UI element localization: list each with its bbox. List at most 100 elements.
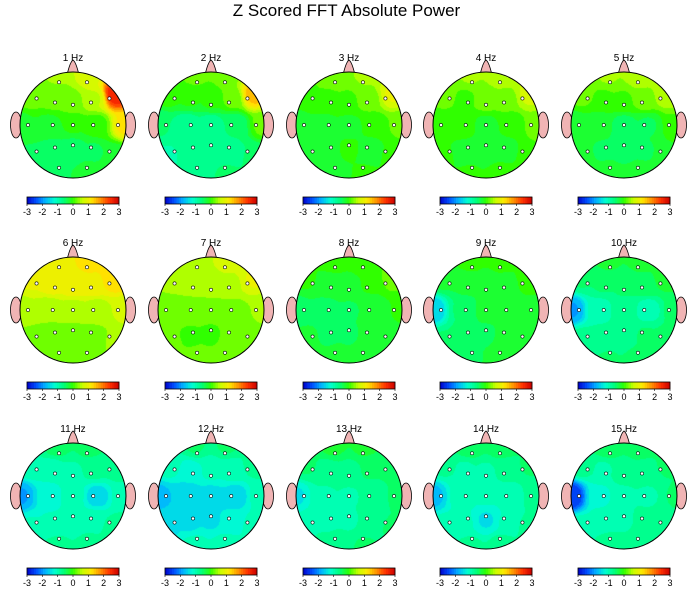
electrode-Fp1 [470, 265, 474, 270]
colorbar-segment [442, 382, 445, 389]
electrode-F4 [640, 285, 644, 290]
colorbar-segment [647, 568, 650, 575]
electrode-O1 [608, 536, 612, 541]
colorbar-segment [621, 197, 625, 204]
colorbar-tick-label: 2 [377, 392, 382, 402]
electrode-O1 [195, 536, 199, 541]
colorbar-tick-label: -2 [176, 392, 184, 402]
electrode-Cz [622, 123, 626, 127]
colorbar-segment [667, 568, 671, 575]
colorbar-segment [171, 382, 175, 389]
colorbar-tick-label: 1 [637, 207, 642, 217]
colorbar-segment [328, 197, 331, 204]
topo-map-12: 12 Hz -3 -2 -1 0 1 2 3 [148, 424, 274, 588]
colorbar-segment [635, 197, 639, 204]
colorbar-segment [208, 568, 212, 575]
electrode-C3 [188, 308, 193, 312]
colorbar-segment [231, 382, 235, 389]
colorbar-segment [594, 382, 597, 389]
electrode-Pz [484, 328, 488, 333]
colorbar-tick-label: 0 [208, 578, 213, 588]
colorbar-segment [190, 382, 193, 389]
colorbar-segment [254, 568, 258, 575]
colorbar-segment [167, 568, 170, 575]
colorbar-segment [36, 568, 39, 575]
colorbar-segment [479, 568, 482, 575]
colorbar-segment [479, 382, 482, 389]
colorbar-segment [490, 568, 494, 575]
colorbar-segment [316, 197, 320, 204]
colorbar-segment [326, 197, 329, 204]
colorbar-segment [612, 197, 616, 204]
electrode-T3 [164, 308, 168, 312]
colorbar-tick-label: 2 [101, 207, 106, 217]
colorbar-segment [628, 568, 632, 575]
colorbar-segment [619, 197, 622, 204]
colorbar-segment [502, 568, 505, 575]
colorbar-segment [376, 382, 380, 389]
colorbar-segment [229, 568, 232, 575]
colorbar-segment [513, 568, 517, 575]
colorbar-segment [319, 382, 322, 389]
colorbar-segment [440, 568, 443, 575]
colorbar-segment [355, 568, 359, 575]
colorbar-segment [169, 382, 173, 389]
electrode-Fp1 [333, 265, 337, 270]
colorbar-segment [192, 197, 196, 204]
colorbar-segment [178, 568, 182, 575]
colorbar-segment [626, 382, 629, 389]
colorbar-segment [584, 382, 588, 389]
electrode-Fp1 [470, 451, 474, 456]
colorbar-segment [220, 197, 223, 204]
electrode-T3 [439, 123, 443, 127]
colorbar-tick-label: -2 [176, 578, 184, 588]
electrode-F8 [383, 96, 388, 101]
colorbar-segment [656, 568, 659, 575]
electrode-Fp2 [361, 451, 365, 456]
colorbar-tick-label: 3 [254, 392, 259, 402]
colorbar-segment [165, 568, 168, 575]
colorbar-segment [635, 568, 639, 575]
colorbar-segment [238, 197, 242, 204]
electrode-C4 [642, 123, 647, 127]
colorbar-segment [316, 382, 320, 389]
colorbar-segment [603, 568, 606, 575]
colorbar-segment [509, 197, 512, 204]
colorbar-segment [220, 568, 223, 575]
colorbar-segment [619, 382, 622, 389]
electrode-Cz [347, 494, 351, 498]
colorbar-segment [497, 382, 501, 389]
colorbar-tick-label: -3 [436, 578, 444, 588]
colorbar-segment [653, 382, 657, 389]
colorbar-segment [192, 382, 196, 389]
electrode-C3 [188, 123, 193, 127]
colorbar-segment [68, 568, 71, 575]
electrode-Fp2 [498, 80, 502, 85]
electrode-F8 [520, 467, 525, 472]
colorbar-segment [213, 382, 216, 389]
head-outline [19, 256, 127, 364]
electrode-C4 [367, 123, 372, 127]
colorbar-segment [580, 568, 583, 575]
colorbar-segment [607, 382, 611, 389]
colorbar-tick-label: 2 [239, 578, 244, 588]
colorbar-tick-label: 3 [254, 578, 259, 588]
map-label: 1 Hz [63, 53, 84, 64]
electrode-T3 [302, 123, 306, 127]
colorbar-segment [527, 197, 530, 204]
colorbar-segment [451, 197, 455, 204]
colorbar-segment [360, 382, 364, 389]
electrode-P3 [191, 516, 195, 521]
colorbar-segment [358, 197, 361, 204]
colorbar-segment [204, 197, 207, 204]
electrode-F7 [172, 467, 177, 472]
colorbar: -3 -2 -1 0 1 2 3 [436, 196, 535, 217]
colorbar-segment [79, 197, 83, 204]
colorbar-segment [59, 382, 62, 389]
colorbar-segment [460, 197, 464, 204]
electrode-C4 [504, 308, 509, 312]
electrode-Fp1 [57, 80, 61, 85]
colorbar-segment [369, 382, 373, 389]
colorbar-segment [660, 568, 664, 575]
colorbar-segment [254, 382, 258, 389]
